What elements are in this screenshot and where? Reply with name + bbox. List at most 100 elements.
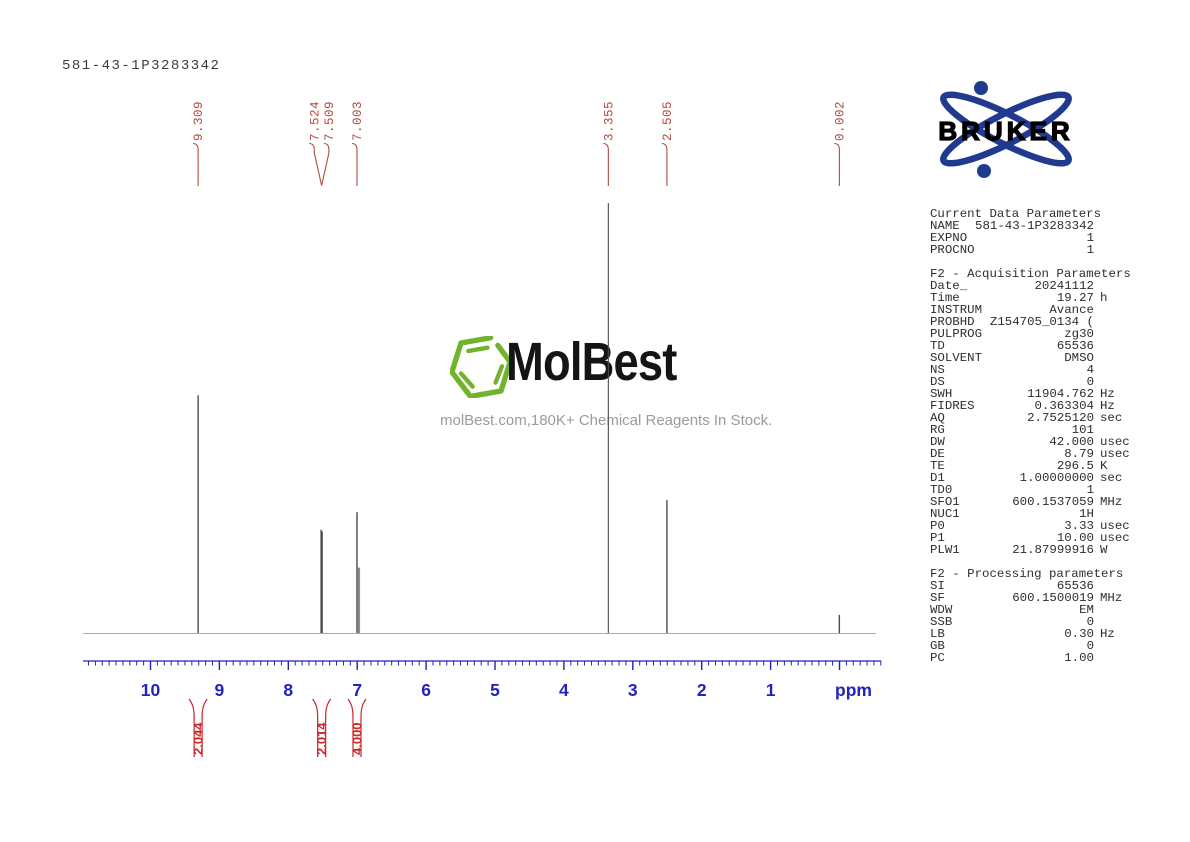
params-section-header: F2 - Processing parameters (930, 567, 1124, 581)
param-row: DE 8.79 usec (930, 448, 1190, 460)
peak-label: 0.002 (833, 101, 847, 141)
param-row: PC 1.00 (930, 652, 1190, 664)
param-label: EXPNO (930, 231, 968, 245)
sample-title: 581-43-1P3283342 (62, 58, 221, 74)
axis-tick-label: 9 (215, 680, 225, 700)
param-row: SWH 11904.762 Hz (930, 388, 1190, 400)
integral-value: 2.014 (314, 722, 329, 755)
param-label: P1 (930, 531, 945, 545)
param-label: GB (930, 639, 945, 653)
integral-bracket (201, 698, 208, 757)
bruker-logo: BRUKER (918, 76, 1094, 186)
param-value: 1 (1086, 483, 1094, 497)
peak-label: 3.355 (602, 101, 616, 141)
param-row: Date_ 20241112 (930, 280, 1190, 292)
param-row: SF 600.1500019 MHz (930, 592, 1190, 604)
peak-label-pointer (661, 142, 668, 186)
param-row: SFO1 600.1537059 MHz (930, 496, 1190, 508)
param-value: 10.00 (1056, 531, 1094, 545)
axis-tick-label: 2 (697, 680, 707, 700)
param-label: LB (930, 627, 945, 641)
param-unit: Hz (1100, 387, 1115, 401)
axis-tick-label: 10 (141, 680, 161, 700)
param-value: 0 (1086, 639, 1094, 653)
param-label: TE (930, 459, 945, 473)
param-row: NUC1 1H (930, 508, 1190, 520)
param-value: EM (1079, 603, 1094, 617)
peak-label-pointer (193, 142, 199, 186)
param-row: TD0 1 (930, 484, 1190, 496)
peak-label-pointer (834, 142, 840, 186)
param-row: Time 19.27 h (930, 292, 1190, 304)
param-label: FIDRES (930, 399, 975, 413)
param-row: NS 4 (930, 364, 1190, 376)
param-row: P1 10.00 usec (930, 532, 1190, 544)
param-value: 65536 (1056, 579, 1094, 593)
axis-tick-label: 7 (352, 680, 362, 700)
bruker-electron-dot-top (974, 81, 988, 95)
param-label: TD0 (930, 483, 953, 497)
param-label: INSTRUM (930, 303, 983, 317)
peak-label: 7.509 (323, 101, 337, 141)
params-section: F2 - Processing parameters SI 65536 SF 600.1… (930, 568, 1190, 664)
param-label: SFO1 (930, 495, 960, 509)
integral-bracket (360, 698, 367, 757)
param-unit: MHz (1100, 591, 1123, 605)
param-value: Z154705_0134 ( (989, 315, 1094, 329)
param-unit: K (1100, 459, 1108, 473)
param-row: AQ 2.7525120 sec (930, 412, 1190, 424)
param-row: SI 65536 (930, 580, 1190, 592)
param-value: 21.87999916 (1012, 543, 1094, 557)
param-label: NS (930, 363, 945, 377)
param-label: D1 (930, 471, 945, 485)
param-row: PLW1 21.87999916 W (930, 544, 1190, 556)
param-label: WDW (930, 603, 953, 617)
params-section-header: Current Data Parameters (930, 207, 1102, 221)
param-label: DW (930, 435, 945, 449)
param-row: PULPROG zg30 (930, 328, 1190, 340)
param-row: NAME 581-43-1P3283342 (930, 220, 1190, 232)
param-value: 0 (1086, 615, 1094, 629)
param-row: RG 101 (930, 424, 1190, 436)
axis-unit-label: ppm (835, 680, 872, 700)
param-label: NUC1 (930, 507, 960, 521)
integral-bracket (325, 698, 332, 757)
param-row: SOLVENT DMSO (930, 352, 1190, 364)
param-label: NAME (930, 219, 960, 233)
param-value: 0 (1086, 375, 1094, 389)
param-row: EXPNO 1 (930, 232, 1190, 244)
param-unit: Hz (1100, 627, 1115, 641)
param-label: SI (930, 579, 945, 593)
axis-tick-label: 3 (628, 680, 638, 700)
param-unit: h (1100, 291, 1108, 305)
param-unit: usec (1100, 531, 1130, 545)
watermark-tagline: molBest.com,180K+ Chemical Reagents In S… (440, 412, 773, 429)
integral-value: 4.000 (350, 722, 365, 755)
param-row: LB 0.30 Hz (930, 628, 1190, 640)
param-value: 65536 (1056, 339, 1094, 353)
param-row: SSB 0 (930, 616, 1190, 628)
molbest-hexagon-icon (450, 336, 512, 398)
integral-bracket (312, 698, 319, 757)
axis-tick-label: 5 (490, 680, 500, 700)
param-value: 1 (1086, 243, 1094, 257)
integral-bracket (347, 698, 354, 757)
watermark-brand: MolBest (506, 332, 677, 392)
param-value: 0.30 (1064, 627, 1094, 641)
peak-label: 2.505 (661, 101, 675, 141)
param-value: 0.363304 (1034, 399, 1095, 413)
param-unit: usec (1100, 435, 1130, 449)
param-label: PULPROG (930, 327, 983, 341)
param-label: PC (930, 651, 945, 665)
param-label: RG (930, 423, 945, 437)
param-row: PROBHD Z154705_0134 ( (930, 316, 1190, 328)
peak-label: 9.309 (192, 101, 206, 141)
param-row: D1 1.00000000 sec (930, 472, 1190, 484)
param-label: Date_ (930, 279, 968, 293)
param-row: INSTRUM Avance (930, 304, 1190, 316)
param-unit: usec (1100, 519, 1130, 533)
peak-label-pointer (321, 142, 330, 186)
param-value: 1H (1079, 507, 1094, 521)
